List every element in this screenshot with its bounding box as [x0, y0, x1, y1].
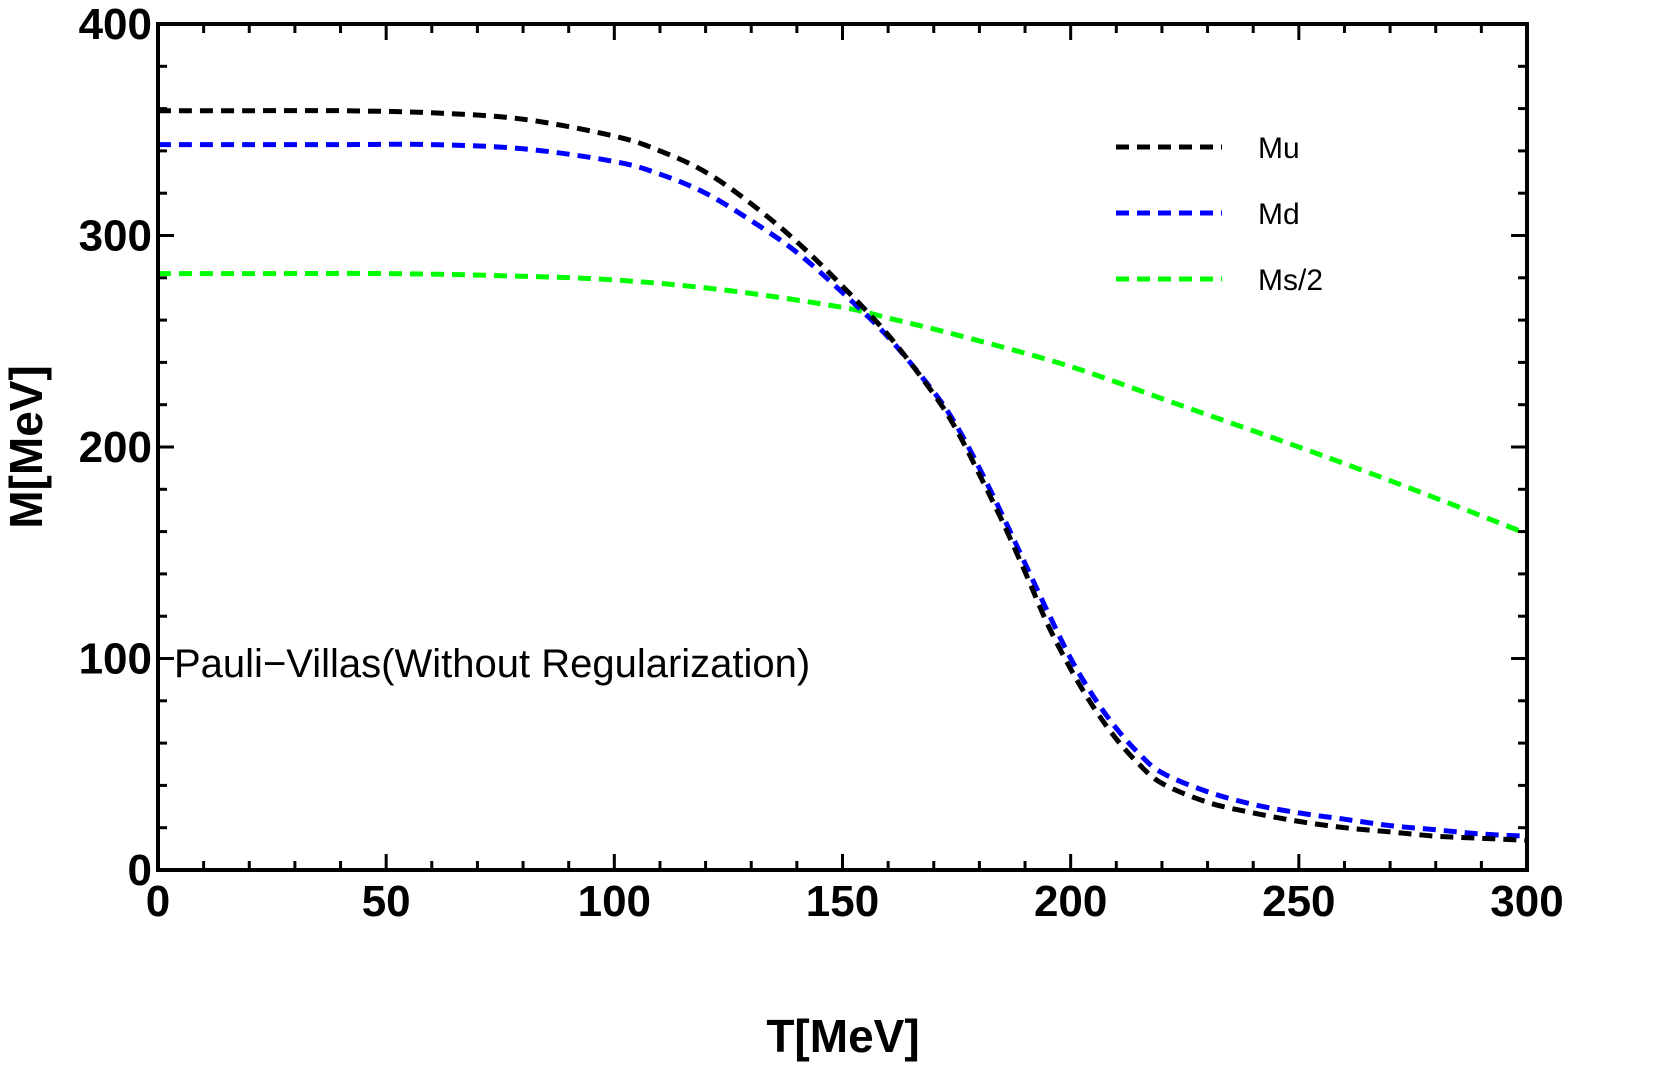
series-layer [157, 108, 1528, 843]
x-axis-title: T[MeV] [766, 1010, 919, 1062]
legend-label-ms-2: Ms/2 [1258, 264, 1323, 297]
y-axis-title: M[MeV] [0, 365, 52, 529]
y-tick-label: 200 [79, 423, 152, 472]
ticks-layer [156, 22, 1529, 872]
x-tick-label: 300 [1490, 877, 1563, 926]
y-tick-label: 100 [79, 635, 152, 684]
x-tick-label: 0 [146, 877, 170, 926]
legend-label-md: Md [1258, 198, 1300, 231]
y-tick-label: 0 [128, 846, 152, 895]
x-tick-label: 200 [1034, 877, 1107, 926]
y-tick-label: 400 [79, 0, 152, 49]
annotation-text: Pauli−Villas(Without Regularization) [174, 642, 810, 686]
legend: Mu Md Ms/2 [1116, 132, 1323, 297]
x-tick-label: 100 [578, 877, 651, 926]
x-tick-label: 50 [362, 877, 411, 926]
series-line-md [157, 141, 1528, 839]
y-tick-label: 300 [79, 212, 152, 261]
legend-label-mu: Mu [1258, 132, 1300, 165]
x-tick-label: 250 [1262, 877, 1335, 926]
plot-frame [156, 22, 1529, 872]
x-tick-label: 150 [806, 877, 879, 926]
series-line-ms-2 [158, 270, 1528, 537]
ticklabels-layer: 0 50 100 150 200 250 300 0 100 200 300 400 [79, 0, 1564, 926]
series-line-mu [157, 108, 1528, 843]
